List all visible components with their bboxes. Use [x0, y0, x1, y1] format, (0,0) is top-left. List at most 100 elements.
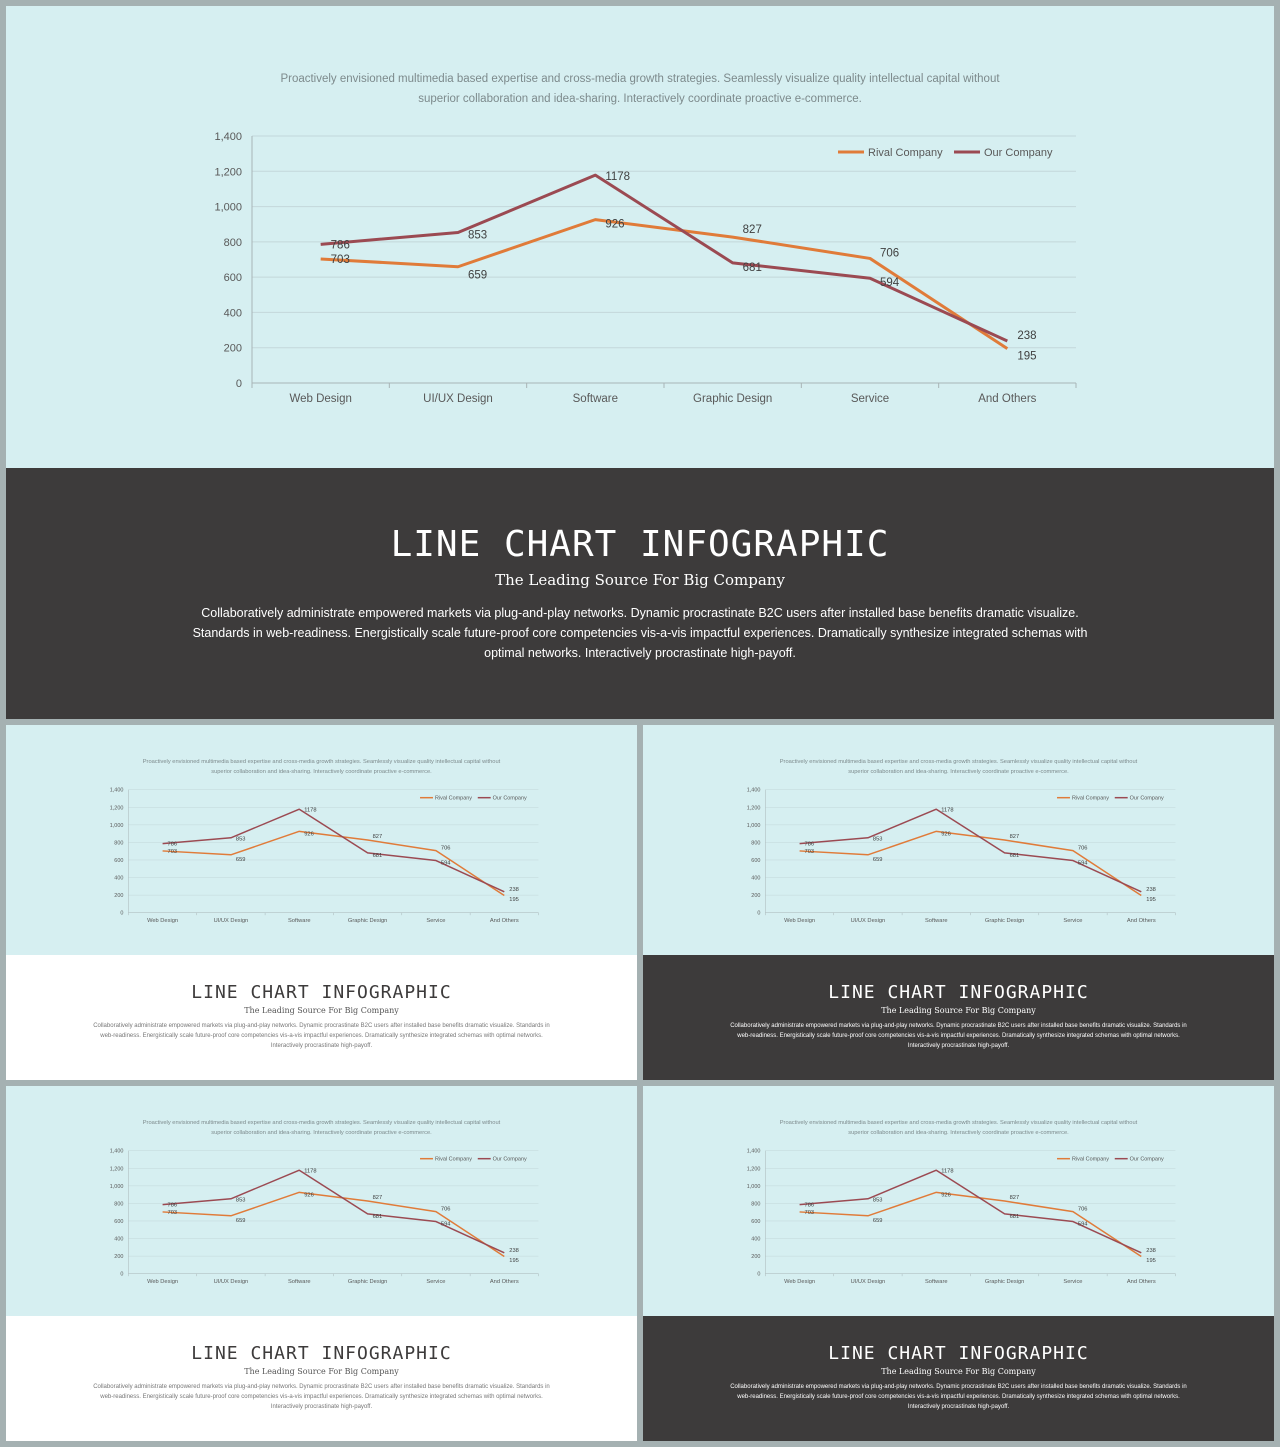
data-label: 594 [441, 860, 451, 866]
thumbnail-slide-3[interactable]: Proactively envisioned multimedia based … [6, 1086, 637, 1441]
y-tick-label: 200 [751, 1254, 760, 1260]
slide-footer: LINE CHART INFOGRAPHIC The Leading Sourc… [643, 1316, 1274, 1441]
series-line-rival-company [799, 830, 1142, 897]
slide-subtitle: The Leading Source For Big Company [881, 1367, 1036, 1376]
y-tick-label: 200 [224, 343, 242, 355]
x-tick-label: Software [925, 1279, 948, 1285]
data-label: 703 [168, 849, 178, 855]
chart-intro-line-1: Proactively envisioned multimedia based … [780, 759, 1138, 765]
line-chart: Proactively envisioned multimedia based … [747, 759, 1176, 924]
data-label: 238 [509, 1248, 519, 1254]
data-label: 853 [236, 1198, 246, 1204]
y-tick-label: 200 [751, 893, 760, 899]
data-label: 827 [373, 834, 383, 840]
x-tick-label: Service [1063, 918, 1082, 924]
x-tick-label: Graphic Design [985, 1279, 1024, 1285]
y-tick-label: 1,200 [747, 805, 761, 811]
data-label: 786 [331, 239, 350, 251]
chart-panel: Proactively envisioned multimedia based … [6, 1086, 637, 1316]
slide-footer: LINE CHART INFOGRAPHIC The Leading Sourc… [6, 1316, 637, 1441]
data-label: 926 [304, 1192, 314, 1198]
y-tick-label: 1,000 [747, 1184, 761, 1190]
data-label: 681 [1010, 1214, 1020, 1220]
y-tick-label: 800 [114, 840, 123, 846]
chart-intro-line-1: Proactively envisioned multimedia based … [280, 73, 1000, 85]
y-tick-label: 1,400 [110, 1149, 124, 1155]
data-label: 1178 [304, 1169, 316, 1175]
legend-label: Rival Company [435, 1157, 472, 1163]
data-label: 853 [873, 837, 883, 843]
slide-subtitle: The Leading Source For Big Company [495, 571, 785, 589]
y-tick-label: 1,200 [110, 1166, 124, 1172]
y-tick-label: 400 [114, 876, 123, 882]
data-label: 659 [468, 270, 487, 282]
data-label: 195 [509, 1258, 519, 1264]
thumbnail-slide-4[interactable]: Proactively envisioned multimedia based … [643, 1086, 1274, 1441]
data-label: 659 [236, 1218, 246, 1224]
data-label: 926 [941, 831, 951, 837]
y-tick-label: 800 [224, 237, 242, 249]
data-label: 853 [873, 1198, 883, 1204]
slide-subtitle: The Leading Source For Big Company [244, 1006, 399, 1015]
y-tick-label: 1,400 [110, 788, 124, 794]
y-tick-label: 600 [114, 1219, 123, 1225]
y-tick-label: 1,000 [747, 823, 761, 829]
chart-panel: Proactively envisioned multimedia based … [643, 1086, 1274, 1316]
series-line-rival-company [162, 830, 505, 897]
data-label: 195 [509, 897, 519, 903]
chart-panel: Proactively envisioned multimedia based … [6, 6, 1274, 468]
data-label: 703 [168, 1210, 178, 1216]
line-chart: Proactively envisioned multimedia based … [110, 759, 539, 924]
thumbnail-slide-1[interactable]: Proactively envisioned multimedia based … [6, 725, 637, 1080]
y-tick-label: 0 [236, 378, 242, 390]
slide-title: LINE CHART INFOGRAPHIC [828, 1343, 1089, 1364]
y-tick-label: 600 [224, 272, 242, 284]
x-tick-label: Service [851, 393, 889, 405]
data-label: 594 [441, 1221, 451, 1227]
slide-body-text: Collaboratively administrate empowered m… [730, 1023, 1187, 1049]
y-tick-label: 600 [751, 1219, 760, 1225]
y-tick-label: 1,000 [214, 202, 242, 214]
data-label: 786 [168, 1203, 178, 1209]
y-tick-label: 400 [751, 1237, 760, 1243]
x-tick-label: And Others [1127, 1279, 1156, 1285]
data-label: 706 [1078, 846, 1088, 852]
x-tick-label: Web Design [147, 1279, 178, 1285]
y-tick-label: 400 [751, 876, 760, 882]
y-tick-label: 1,200 [110, 805, 124, 811]
y-tick-label: 400 [224, 307, 242, 319]
data-label: 926 [605, 219, 624, 231]
line-chart: Proactively envisioned multimedia based … [214, 73, 1077, 405]
data-label: 238 [1146, 1248, 1156, 1254]
chart-intro-line-2: superior collaboration and idea-sharing.… [211, 769, 432, 775]
data-label: 926 [304, 831, 314, 837]
y-tick-label: 1,000 [110, 1184, 124, 1190]
data-label: 706 [441, 846, 451, 852]
x-tick-label: And Others [978, 393, 1036, 405]
chart-intro-line-2: superior collaboration and idea-sharing.… [418, 93, 862, 105]
y-tick-label: 1,400 [747, 788, 761, 794]
y-tick-label: 0 [757, 1272, 760, 1278]
chart-intro-line-1: Proactively envisioned multimedia based … [143, 1120, 501, 1126]
y-tick-label: 1,000 [110, 823, 124, 829]
thumbnail-slide-2[interactable]: Proactively envisioned multimedia based … [643, 725, 1274, 1080]
chart-intro-line-1: Proactively envisioned multimedia based … [780, 1120, 1138, 1126]
data-label: 195 [1017, 351, 1036, 363]
x-tick-label: UI/UX Design [214, 1279, 249, 1285]
y-tick-label: 600 [114, 858, 123, 864]
legend-label: Our Company [984, 147, 1053, 159]
x-tick-label: Web Design [784, 918, 815, 924]
chart-intro-line-1: Proactively envisioned multimedia based … [143, 759, 501, 765]
slide-footer: LINE CHART INFOGRAPHIC The Leading Sourc… [6, 468, 1274, 719]
x-tick-label: UI/UX Design [214, 918, 249, 924]
legend-label: Our Company [1130, 1157, 1164, 1163]
y-tick-label: 1,400 [747, 1149, 761, 1155]
x-tick-label: Graphic Design [348, 1279, 387, 1285]
slide-subtitle: The Leading Source For Big Company [244, 1367, 399, 1376]
series-line-our-company [162, 1169, 505, 1254]
legend-label: Rival Company [435, 796, 472, 802]
slide-body-text: Collaboratively administrate empowered m… [730, 1384, 1187, 1410]
x-tick-label: UI/UX Design [423, 393, 493, 405]
y-tick-label: 0 [120, 1272, 123, 1278]
x-tick-label: Service [426, 918, 445, 924]
